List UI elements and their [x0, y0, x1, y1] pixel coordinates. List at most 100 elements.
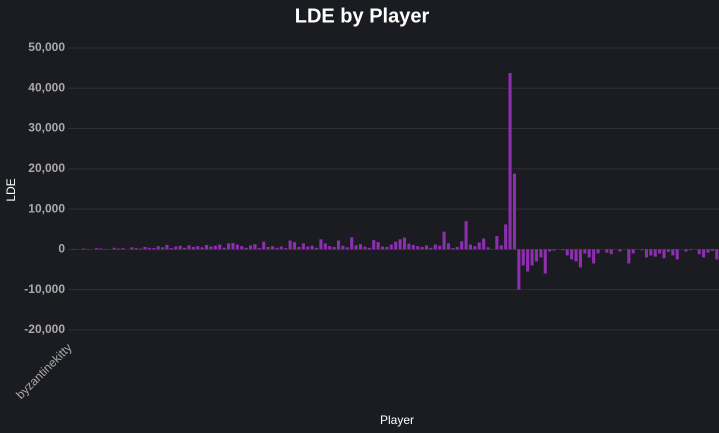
bar	[358, 244, 363, 250]
bar	[561, 249, 565, 251]
bar	[266, 246, 270, 250]
bar	[336, 240, 341, 250]
bar	[424, 245, 429, 250]
bar	[169, 248, 173, 250]
bar	[363, 246, 367, 250]
bar	[596, 249, 600, 254]
bar	[517, 249, 521, 290]
bar	[578, 249, 582, 268]
bar	[552, 249, 556, 251]
bar	[130, 247, 134, 250]
bar	[213, 245, 217, 250]
bar	[526, 249, 530, 272]
bar	[95, 248, 99, 250]
bar	[482, 238, 486, 250]
bar	[147, 247, 151, 250]
bar	[394, 241, 398, 250]
bar	[174, 246, 178, 250]
bar	[380, 246, 385, 250]
bar	[468, 244, 473, 250]
bar	[328, 246, 332, 250]
bar	[99, 248, 103, 250]
bar	[165, 244, 169, 250]
bar	[574, 249, 578, 262]
bar	[609, 249, 613, 255]
bar	[627, 249, 631, 264]
bar	[306, 246, 310, 250]
bar	[446, 243, 451, 250]
bar	[279, 246, 283, 250]
bar	[473, 246, 477, 250]
bar	[389, 244, 393, 250]
y-tick-label: 40,000	[28, 80, 65, 94]
bar	[262, 241, 266, 250]
bar	[706, 249, 710, 253]
bar	[143, 246, 147, 250]
bar	[240, 246, 244, 250]
bar	[112, 247, 116, 250]
bar	[178, 245, 182, 250]
bar	[270, 246, 275, 250]
bar	[548, 249, 552, 252]
bar	[354, 245, 358, 250]
bar	[671, 249, 675, 256]
bar	[372, 240, 376, 250]
bar	[512, 173, 517, 250]
bar	[442, 231, 446, 250]
bar	[702, 249, 706, 258]
bar	[499, 245, 503, 250]
y-tick-label: -10,000	[24, 282, 65, 296]
bar	[275, 247, 279, 250]
bar	[658, 249, 662, 254]
bar	[460, 241, 464, 250]
bar	[319, 239, 323, 250]
bar	[697, 249, 701, 255]
bar	[407, 243, 411, 250]
bar	[451, 248, 455, 250]
bar	[486, 247, 490, 250]
bar	[508, 72, 512, 250]
bar	[134, 248, 138, 250]
bar	[543, 249, 547, 274]
bar	[227, 243, 231, 250]
bar	[402, 237, 407, 250]
bar	[200, 247, 204, 250]
bar	[666, 249, 670, 252]
y-tick-label: -20,000	[24, 322, 65, 336]
bar	[653, 249, 657, 257]
bar	[455, 246, 459, 250]
bar	[530, 249, 534, 266]
bar	[323, 243, 327, 250]
bar	[605, 249, 609, 253]
bar	[662, 249, 666, 259]
bar	[121, 248, 125, 250]
bar	[292, 242, 297, 250]
y-tick-label: 10,000	[28, 201, 65, 215]
bar	[249, 245, 253, 250]
bar	[631, 249, 635, 254]
bar	[398, 239, 402, 250]
bar	[222, 247, 226, 250]
bar	[649, 249, 653, 256]
bar	[81, 248, 85, 250]
y-tick-label: 50,000	[28, 40, 65, 54]
bar	[376, 242, 380, 250]
chart-title: LDE by Player	[295, 5, 430, 27]
bar	[710, 249, 714, 251]
bar	[429, 247, 433, 250]
bar	[715, 249, 719, 260]
bar	[416, 246, 420, 250]
bar	[521, 249, 525, 266]
bar	[644, 249, 648, 258]
y-tick-label: 30,000	[28, 121, 65, 135]
bar	[411, 244, 415, 250]
x-axis-label: Player	[380, 413, 414, 427]
bar	[310, 245, 314, 250]
bar	[477, 242, 481, 250]
bar	[570, 249, 574, 260]
bar	[235, 244, 239, 250]
bar	[183, 247, 187, 250]
bar	[433, 244, 437, 250]
bar	[332, 246, 336, 250]
